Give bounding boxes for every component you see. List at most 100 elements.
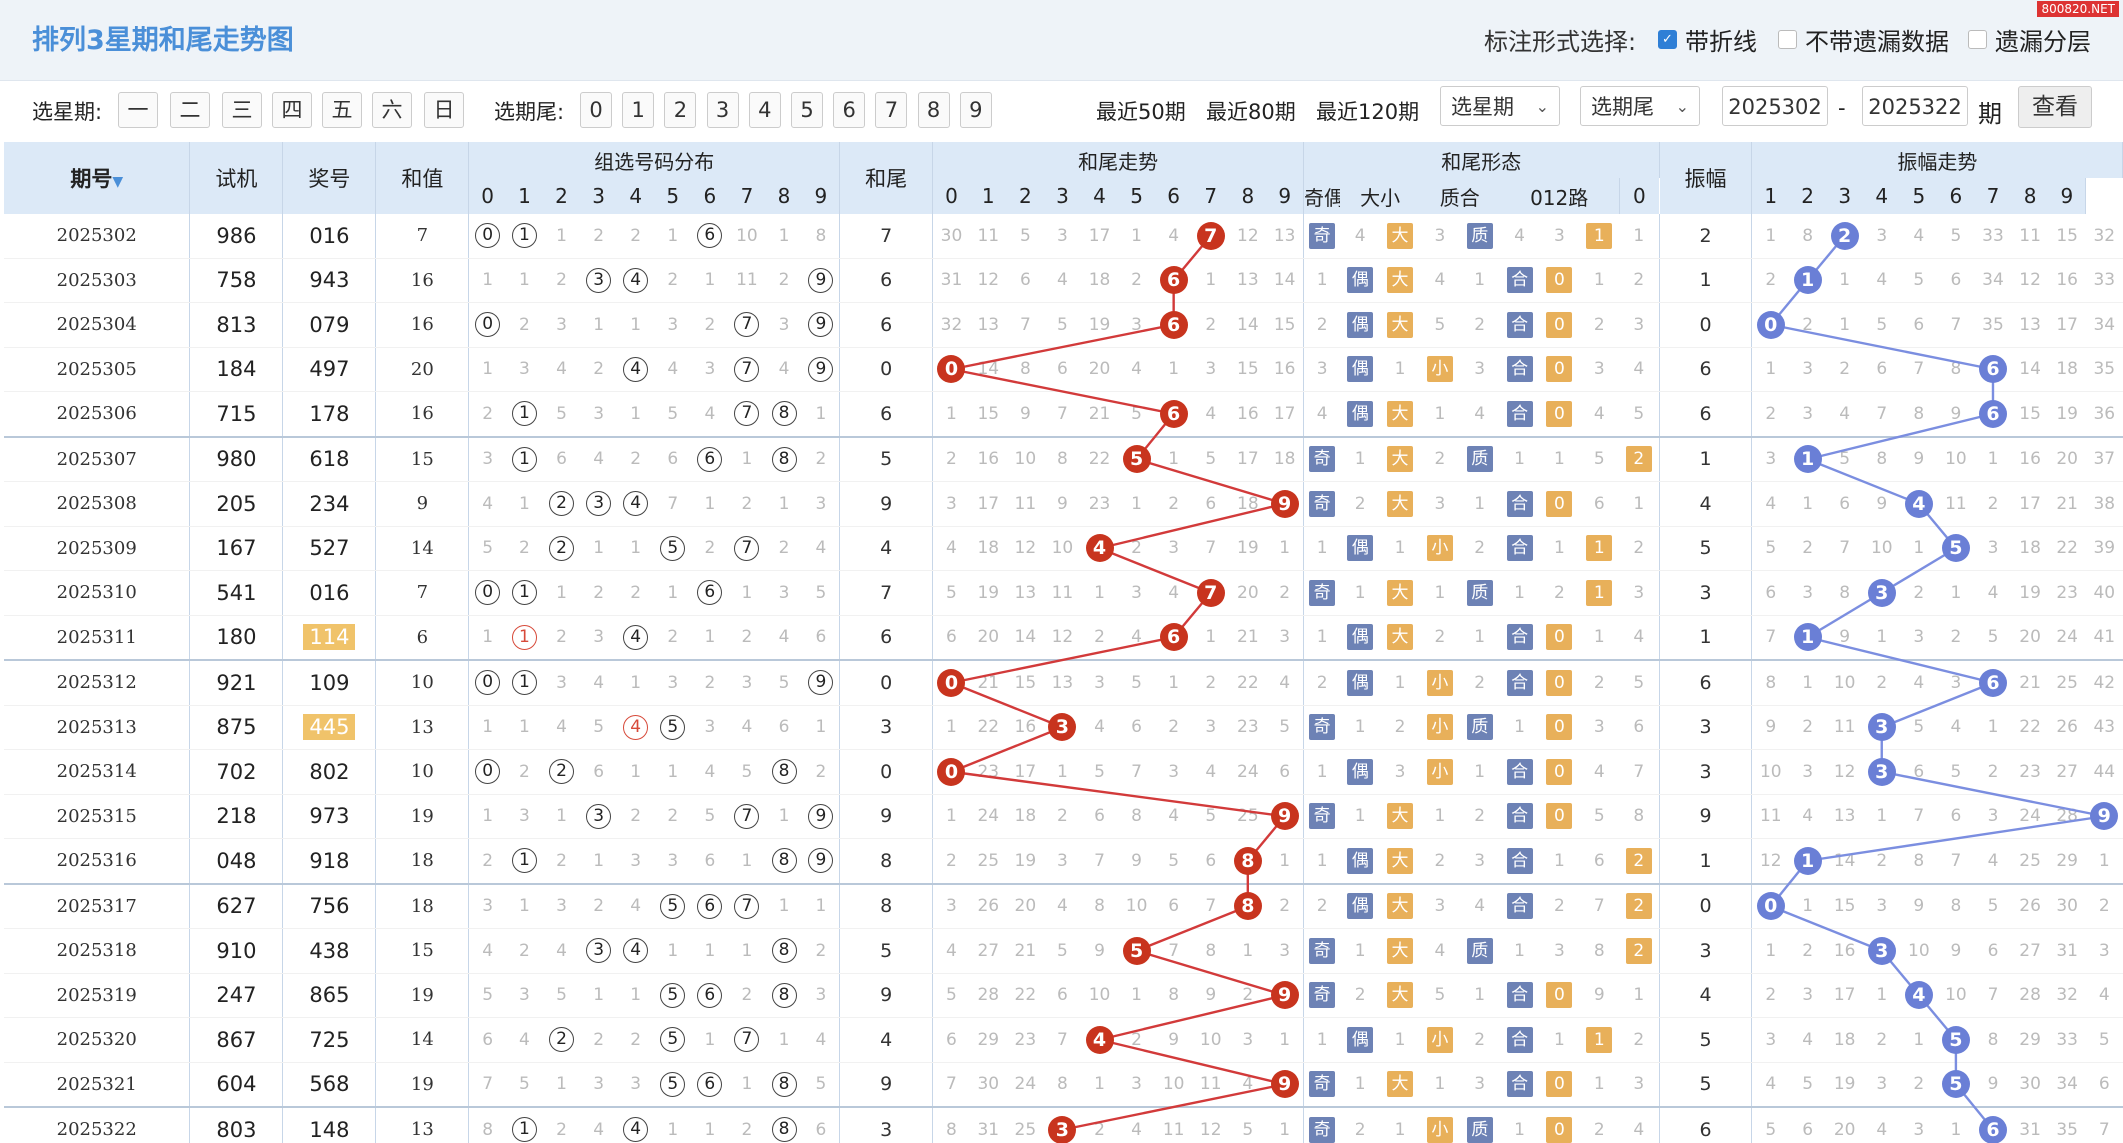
- amp-digit-0: 0: [1619, 178, 1660, 214]
- amp-hit-cell: 3: [1863, 705, 1901, 750]
- end-issue-input[interactable]: 2025322: [1862, 86, 1968, 126]
- tail-digit-6: 6: [1155, 178, 1193, 214]
- tail-miss-cell: 1: [1266, 838, 1305, 884]
- tail-btn-3[interactable]: 3: [706, 92, 739, 128]
- checkbox-icon[interactable]: ✓: [1658, 30, 1677, 49]
- amp-miss-cell: 3: [1751, 1017, 1790, 1063]
- tail-select[interactable]: 选期尾 ⌄: [1580, 86, 1700, 126]
- amp-miss-cell: 6: [1974, 928, 2012, 974]
- amp-miss-cell: 4: [1863, 1106, 1901, 1143]
- recent-120-link[interactable]: 最近120期: [1316, 100, 1420, 124]
- tail-btn-4[interactable]: 4: [748, 92, 781, 128]
- dist-hit-cell: 1: [505, 838, 543, 884]
- form-hit-cell: 奇: [1303, 705, 1341, 750]
- option-omission-layer[interactable]: 遗漏分层: [1968, 22, 2091, 57]
- amp-miss-cell: 15: [1826, 882, 1864, 929]
- option-no-omission[interactable]: 不带遗漏数据: [1778, 22, 1949, 57]
- form-hit-cell: 质: [1459, 705, 1500, 750]
- tail-miss-cell: 13: [1229, 258, 1267, 303]
- weekday-btn-0[interactable]: 一: [118, 92, 158, 128]
- tail-miss-cell: 7: [1043, 391, 1081, 437]
- draw-cell: 497: [282, 347, 377, 392]
- amp-miss-cell: 20: [2011, 615, 2049, 661]
- form-tag: 奇: [1309, 982, 1336, 1009]
- tail-btn-7[interactable]: 7: [875, 92, 908, 128]
- table-row: 2025309 167 527 14 5 2 2 1 1 5 2 7 2 4 4 4 18 12 10 4 2 3 7 19 1…: [4, 526, 2123, 571]
- amp-miss-cell: 2: [1789, 302, 1827, 348]
- tail-miss-cell: 1: [1155, 435, 1193, 482]
- tail-hit-cell: 9: [1266, 794, 1305, 839]
- checkbox-icon[interactable]: [1778, 30, 1797, 49]
- weekday-btn-4[interactable]: 五: [322, 92, 362, 128]
- tail-miss-cell: 22: [1229, 659, 1267, 706]
- tail-btn-2[interactable]: 2: [664, 92, 697, 128]
- tail-miss-cell: 4: [1155, 794, 1193, 839]
- form-hit-cell: 0: [1539, 973, 1580, 1018]
- amp-miss-cell: 30: [2048, 882, 2086, 929]
- weekday-btn-1[interactable]: 二: [170, 92, 210, 128]
- tail-miss-cell: 11: [1006, 481, 1044, 527]
- amplitude-cell: 6: [1659, 391, 1753, 437]
- weekday-label: 选星期:: [32, 100, 103, 124]
- form-tag: 0: [1546, 311, 1573, 338]
- tail-miss-cell: 11: [1043, 570, 1081, 616]
- weekday-btn-6[interactable]: 日: [424, 92, 464, 128]
- start-issue-input[interactable]: 2025302: [1722, 86, 1828, 126]
- amp-miss-cell: 1: [1789, 882, 1827, 929]
- dist-miss-cell: 2: [765, 526, 803, 571]
- tail-miss-cell: 4: [1043, 882, 1081, 929]
- tail-btn-1[interactable]: 1: [622, 92, 655, 128]
- amp-hit-cell: 1: [1789, 435, 1827, 482]
- amp-miss-cell: 8: [1900, 838, 1938, 884]
- amp-ball: 2: [1830, 221, 1859, 250]
- recent-80-link[interactable]: 最近80期: [1206, 100, 1296, 124]
- tail-btn-5[interactable]: 5: [791, 92, 823, 128]
- dist-hit-cell: 8: [765, 838, 803, 884]
- sum-tail-cell: 6: [839, 391, 934, 437]
- tail-btn-6[interactable]: 6: [833, 92, 866, 128]
- dist-hit-cell: 8: [765, 435, 803, 482]
- dist-miss-cell: 1: [728, 570, 766, 616]
- tail-digit-3: 3: [1043, 178, 1081, 214]
- weekday-select[interactable]: 选星期 ⌄: [1440, 86, 1560, 126]
- amp-miss-cell: 18: [1826, 1017, 1864, 1063]
- dist-hit-ring: 1: [511, 1117, 537, 1143]
- option-with-line[interactable]: ✓ 带折线: [1658, 22, 1757, 57]
- dist-miss-cell: 3: [468, 435, 506, 482]
- weekday-btn-5[interactable]: 六: [372, 92, 412, 128]
- amp-miss-cell: 2: [1863, 838, 1901, 884]
- weekday-btn-2[interactable]: 三: [222, 92, 262, 128]
- issue-cell: 2025308: [4, 481, 191, 527]
- amp-miss-cell: 5: [1900, 705, 1938, 750]
- tail-btn-9[interactable]: 9: [959, 92, 992, 128]
- tail-miss-cell: 1: [932, 794, 970, 839]
- amp-miss-cell: 9: [1937, 391, 1975, 437]
- dist-miss-cell: 6: [802, 615, 841, 661]
- tail-btn-8[interactable]: 8: [917, 92, 950, 128]
- recent-50-link[interactable]: 最近50期: [1096, 100, 1186, 124]
- dist-miss-cell: 2: [505, 526, 543, 571]
- dist-hit-ring: 4: [623, 624, 649, 650]
- amp-miss-cell: 1: [1826, 258, 1864, 303]
- view-button[interactable]: 查看: [2018, 86, 2092, 128]
- checkbox-icon[interactable]: [1968, 30, 1987, 49]
- tail-miss-cell: 5: [1043, 928, 1081, 974]
- table-row: 2025311 180 114 6 1 1 2 3 4 2 1 2 4 6 6 6 20 14 12 2 4 6 1 21 3 1…: [4, 615, 2123, 661]
- form-header-2: 质合: [1419, 178, 1500, 214]
- weekday-btn-3[interactable]: 四: [272, 92, 312, 128]
- amp-miss-cell: 4: [1751, 481, 1790, 527]
- form-miss-cell: 2: [1340, 1106, 1381, 1143]
- header-issue[interactable]: 期号▼: [4, 142, 191, 214]
- draw-cell: 943: [282, 258, 377, 303]
- tail-miss-cell: 7: [1155, 928, 1193, 974]
- form-hit-cell: 大: [1380, 928, 1420, 974]
- dist-hit-cell: 1: [505, 659, 543, 706]
- dist-miss-cell: 1: [617, 526, 655, 571]
- dist-hit-ring: 8: [771, 1117, 797, 1143]
- tail-miss-cell: 17: [1080, 214, 1119, 259]
- tail-btn-0[interactable]: 0: [580, 92, 612, 128]
- tail-miss-cell: 8: [932, 1106, 970, 1143]
- dist-miss-cell: 2: [617, 1017, 655, 1063]
- dist-miss-cell: 1: [543, 1062, 581, 1108]
- amp-miss-cell: 23: [2011, 749, 2049, 795]
